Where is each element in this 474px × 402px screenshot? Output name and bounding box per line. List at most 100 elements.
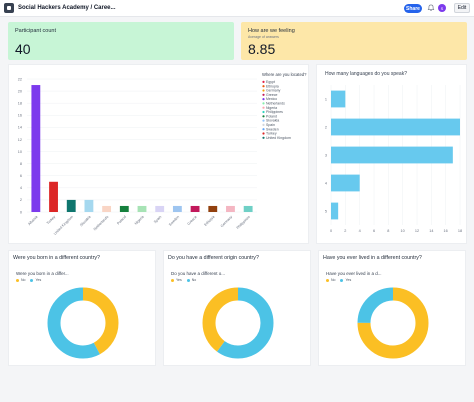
y-tick-label: 12 [18,138,22,142]
y-tick-label: 1 [325,97,327,101]
donut-chart [202,287,274,359]
y-tick-label: 8 [20,162,22,166]
y-tick-label: 20 [18,89,22,93]
x-tick-label: Spain [153,215,162,224]
x-tick-label: 8 [387,229,389,233]
bar [331,118,460,136]
y-tick-label: 6 [20,174,22,178]
legend-swatch [171,278,174,282]
legend-label: Egypt [266,80,275,84]
legend-swatch [262,132,265,135]
legend-label: Spain [266,123,275,127]
stat-value: 40 [15,41,31,57]
donut-panel-origin: Do you have a different origin country? … [163,250,311,366]
donut-slice [47,287,119,359]
x-tick-label: 12 [415,229,419,233]
legend-swatch [16,278,19,282]
x-tick-label: Netherlands [93,215,110,232]
top-bar: Social Hackers Academy / Caree... ⌄ Shar… [0,0,474,17]
legend-label: Mexico [266,97,277,101]
legend-item-no[interactable]: No [16,278,25,282]
legend-label: Yes [345,278,352,282]
legend-item-yes[interactable]: Yes [171,278,182,282]
y-tick-label: 4 [325,181,327,185]
bar [84,199,94,212]
x-tick-label: 14 [429,229,433,233]
legend-title: Where are you located? [262,72,307,77]
y-tick-label: 22 [18,77,22,81]
share-button[interactable]: Share [404,4,422,13]
legend-label: No [191,278,197,282]
y-tick-label: 4 [20,186,22,190]
y-tick-label: 16 [18,114,22,118]
legend-label: Greece [266,93,278,97]
bell-icon[interactable] [427,4,435,12]
legend-label: No [331,278,336,282]
legend-swatch [262,123,265,126]
legend-swatch [262,136,265,139]
x-tick-label: 0 [330,229,332,233]
bar [49,181,58,212]
legend-item-no[interactable]: No [186,278,197,282]
x-tick-label: Philippines [236,215,251,230]
donut-legend: No Yes [326,278,351,282]
bar [243,205,253,212]
app-logo-icon[interactable] [4,3,14,13]
x-tick-label: Turkey [46,215,57,226]
x-tick-label: 18 [458,229,462,233]
y-tick-label: 5 [325,209,327,213]
chevron-down-icon[interactable]: ⌄ [82,5,88,11]
legend-label: Slovakia [266,119,279,123]
legend-swatch [262,102,265,105]
bar [331,146,453,164]
x-tick-label: United Kingdom [53,215,74,236]
x-tick-label: 2 [344,229,346,233]
legend-swatch [262,85,265,88]
x-tick-label: 6 [373,229,375,233]
dashboard-title[interactable]: Social Hackers Academy / Caree... [18,5,116,11]
donut-chart [357,287,429,359]
chart-title: How many languages do you speak? [325,71,407,77]
y-tick-label: 10 [18,150,22,154]
legend-item-no[interactable]: No [326,278,335,282]
legend-label: Yes [35,278,42,282]
x-tick-label: Nigeria [134,215,145,226]
bar [31,85,41,212]
bar [331,174,360,192]
y-tick-label: 18 [18,101,22,105]
donut-panel-lived: Have you ever lived in a different count… [318,250,466,366]
participant-count-card: Participant count 40 [8,22,234,60]
donut-subtitle: Were you born in a differ... [16,271,69,276]
y-tick-label: 0 [20,210,22,214]
y-tick-label: 2 [20,198,22,202]
legend-swatch [262,119,265,122]
legend-label: Turkey [266,132,277,136]
bar [226,205,235,212]
stat-sublabel: Average of answers [248,35,279,39]
bar [331,202,339,220]
legend-swatch [262,93,265,96]
donut-subtitle: Do you have a different o... [171,271,225,276]
donut-chart [47,287,119,359]
donut-title: Have you ever lived in a different count… [323,255,422,261]
legend-label: Germany [266,89,281,93]
bar [331,90,346,108]
y-tick-label: 14 [18,126,22,130]
languages-chart-panel: How many languages do you speak? 0 2 4 6 8 10… [316,64,467,244]
legend-item-yes[interactable]: Yes [340,278,351,282]
bar [208,205,218,212]
legend-swatch [30,278,34,282]
legend-item-yes[interactable]: Yes [30,278,41,282]
x-tick-label: Slovakia [79,215,91,227]
legend-label: United Kingdom [266,136,291,140]
stat-label: How are we feeling [248,28,295,34]
x-tick-label: Sweden [168,215,180,227]
legend-swatch [262,98,265,101]
avatar[interactable]: S [438,4,446,12]
y-tick-label: 3 [325,153,327,157]
x-tick-label: Greece [187,215,198,226]
legend-label: Netherlands [266,102,285,106]
y-tick-label: 2 [325,125,327,129]
edit-button[interactable]: Edit [454,3,470,13]
